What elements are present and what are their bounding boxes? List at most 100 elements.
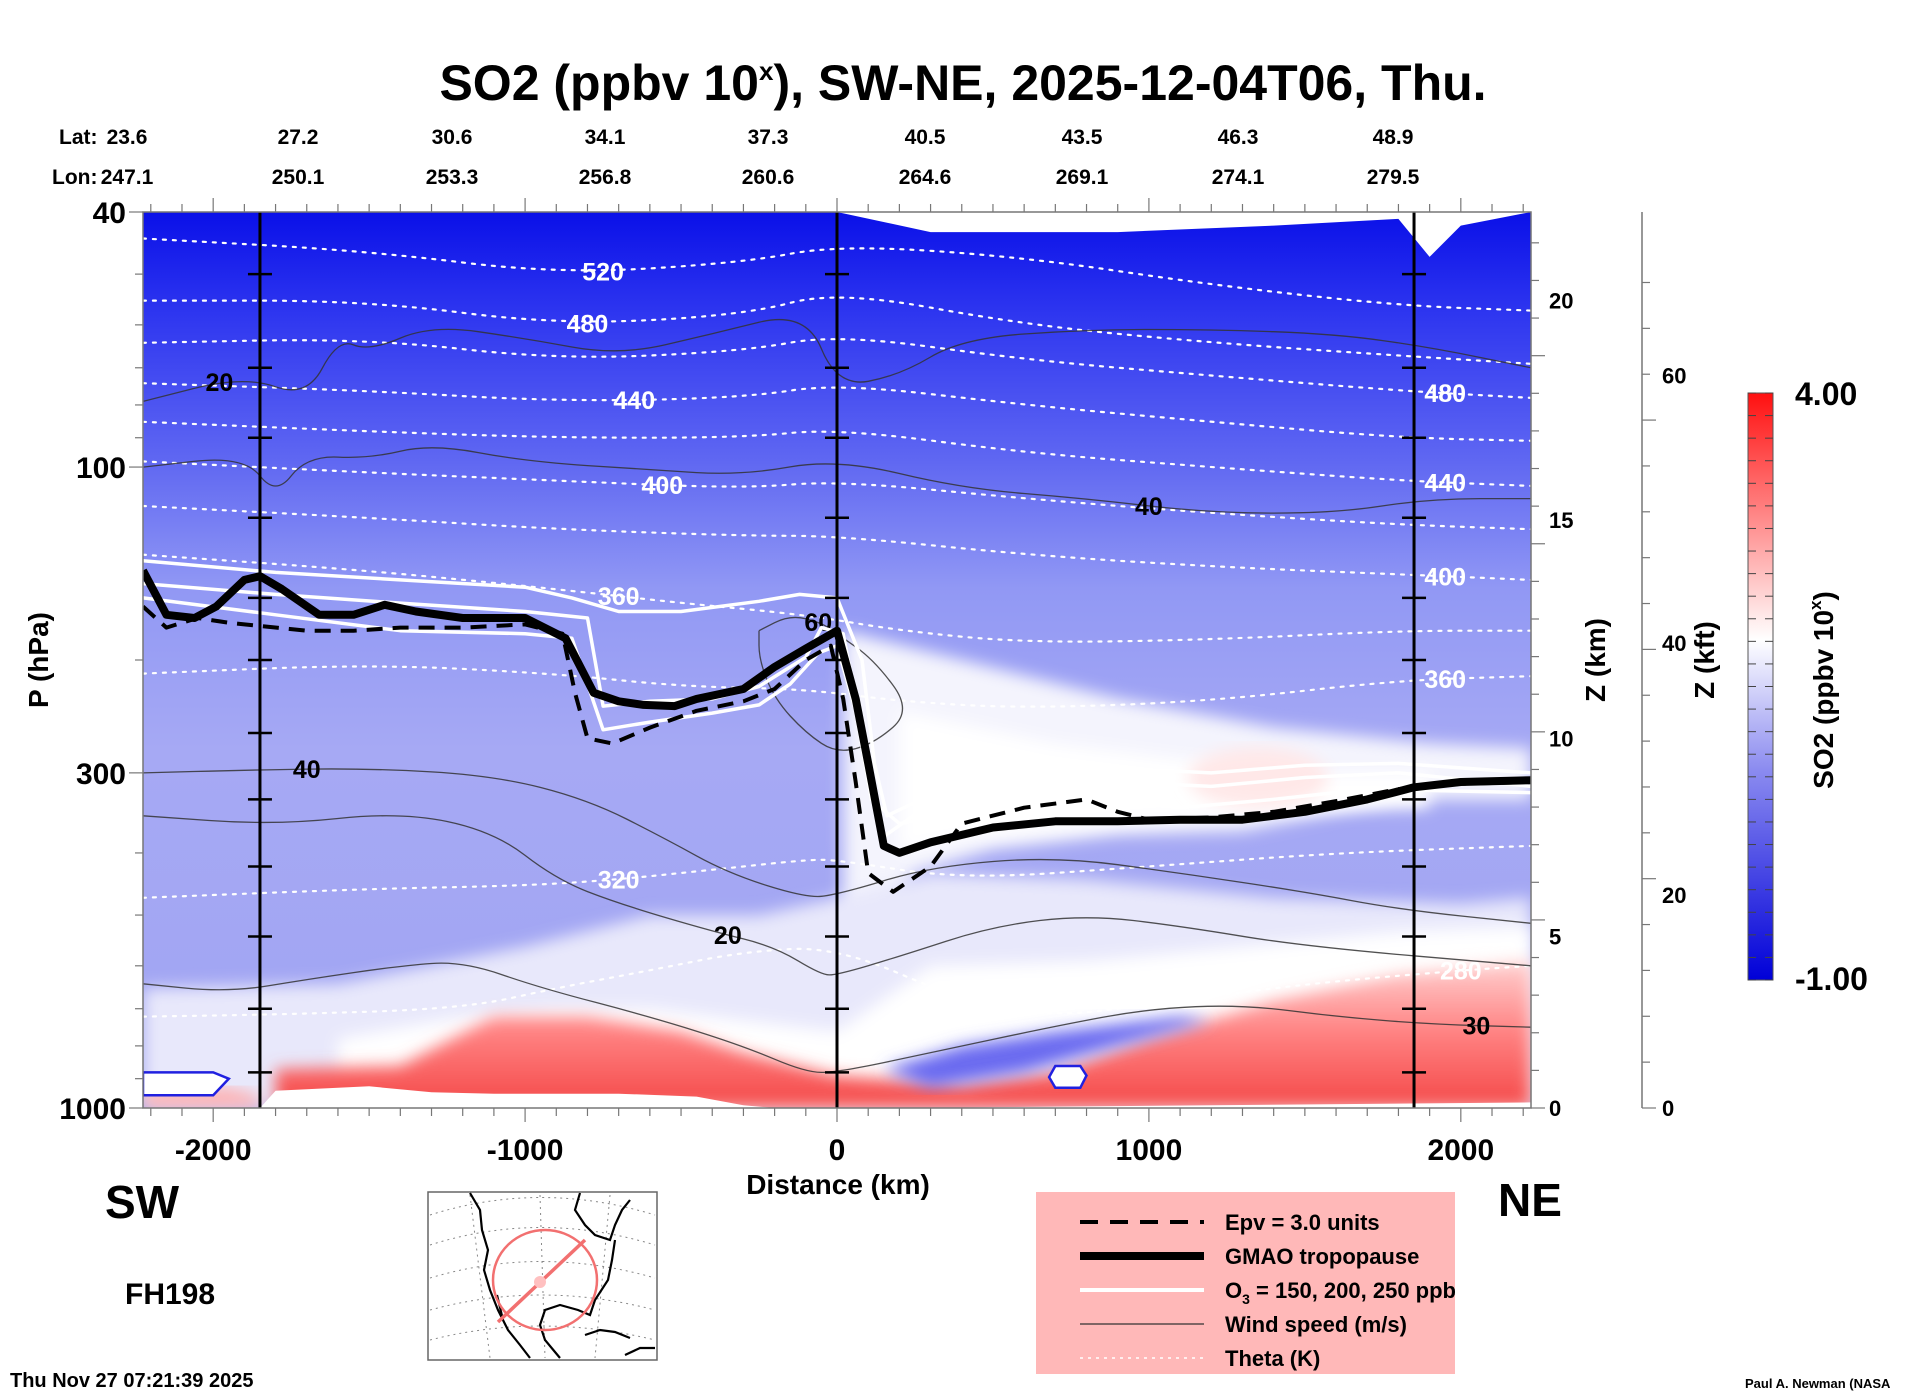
legend-label: GMAO tropopause xyxy=(1225,1244,1419,1269)
x-tick-label: 2000 xyxy=(1427,1134,1494,1167)
station-lat: 34.1 xyxy=(585,126,626,149)
station-lon: 250.1 xyxy=(272,166,325,189)
theta-label: 280 xyxy=(1440,957,1482,985)
map-graticule xyxy=(429,1194,656,1359)
theta-label: 320 xyxy=(598,866,640,894)
tropopause-path xyxy=(143,568,1531,857)
top-missing-strip xyxy=(837,212,1531,257)
station-lon: 279.5 xyxy=(1367,166,1420,189)
station-lat: 23.6 xyxy=(107,126,148,149)
map-center-star-icon xyxy=(534,1276,546,1288)
x-axis-label: Distance (km) xyxy=(746,1169,930,1200)
wind-speed-contour xyxy=(143,768,1531,924)
wind-speed-contour xyxy=(143,447,1531,514)
forecast-hour: FH198 xyxy=(125,1278,215,1311)
colorbar-max-label: 4.00 xyxy=(1795,376,1857,412)
colorbar: 4.00 -1.00 SO2 (ppbv 10x) xyxy=(1747,376,1868,997)
station-lon: 269.1 xyxy=(1056,166,1109,189)
ozone-contour xyxy=(143,558,1531,818)
z-kft-tick-label: 40 xyxy=(1662,631,1686,656)
timestamp: Thu Nov 27 07:21:39 2025 xyxy=(10,1370,253,1392)
station-lon: 274.1 xyxy=(1212,166,1265,189)
theta-line xyxy=(143,420,1531,487)
so2-white-band xyxy=(899,710,1430,853)
station-lon: 264.6 xyxy=(899,166,952,189)
colorbar-title: SO2 (ppbv 10x) xyxy=(1806,591,1839,789)
theta-label: 480 xyxy=(567,310,609,338)
ozone-contour xyxy=(143,581,1531,841)
theta-line xyxy=(143,460,1531,531)
z-kft-tick-label: 60 xyxy=(1662,364,1686,389)
wind-speed-label: 30 xyxy=(1463,1013,1491,1041)
tropopause-line xyxy=(143,568,1531,857)
station-lat: 30.6 xyxy=(432,126,473,149)
wind-speed-label: 20 xyxy=(206,369,234,397)
station-lat: 48.9 xyxy=(1373,126,1414,149)
wind-speed-contour xyxy=(143,962,1531,1074)
legend-label: O3 = 150, 200, 250 ppb xyxy=(1225,1278,1456,1307)
legend-label: Epv = 3.0 units xyxy=(1225,1210,1380,1235)
theta-label: 400 xyxy=(1424,563,1466,591)
theta-label: 440 xyxy=(613,387,655,415)
z-kft-axis-label: Z (kft) xyxy=(1689,621,1720,699)
station-lat: 40.5 xyxy=(905,126,946,149)
z-kft-tick-label: 0 xyxy=(1662,1096,1674,1121)
z-km-tick-label: 20 xyxy=(1549,289,1573,314)
station-lat: 46.3 xyxy=(1218,126,1259,149)
theta-line xyxy=(143,553,1531,643)
wind-speed-label: 40 xyxy=(293,756,321,784)
y-tick-label: 1000 xyxy=(59,1093,126,1126)
theta-line xyxy=(143,338,1531,399)
z-kft-tick-label: 20 xyxy=(1662,883,1686,908)
station-lat: 27.2 xyxy=(278,126,319,149)
legend-label: Theta (K) xyxy=(1225,1346,1320,1371)
so2-missing-patch-east xyxy=(1047,1064,1088,1090)
epv-contour-line xyxy=(143,605,1531,894)
wind-speed-contour xyxy=(758,616,904,751)
z-km-tick-label: 10 xyxy=(1549,726,1573,751)
legend-label: Wind speed (m/s) xyxy=(1225,1312,1407,1337)
theta-label: 440 xyxy=(1424,469,1466,497)
cross-section-track xyxy=(491,1228,599,1332)
station-lon: 247.1 xyxy=(101,166,154,189)
theta-label: 360 xyxy=(1424,666,1466,694)
theta-line xyxy=(143,382,1531,442)
station-lon: 260.6 xyxy=(742,166,795,189)
theta-line xyxy=(143,844,1531,899)
theta-line xyxy=(143,237,1531,312)
theta-label: 520 xyxy=(582,258,624,286)
z-km-tick-label: 0 xyxy=(1549,1096,1561,1121)
station-lon: 253.3 xyxy=(426,166,479,189)
z-km-tick-label: 15 xyxy=(1549,508,1573,533)
theta-line xyxy=(143,504,1531,581)
direction-ne: NE xyxy=(1498,1174,1562,1226)
x-tick-label: -2000 xyxy=(175,1134,252,1167)
theta-line xyxy=(143,947,1531,1018)
so2-pink-patch xyxy=(1188,747,1329,808)
theta-label: 400 xyxy=(641,472,683,500)
x-tick-label: -1000 xyxy=(487,1134,564,1167)
wind-speed-label: 40 xyxy=(1135,493,1163,521)
theta-line xyxy=(143,296,1531,365)
colorbar-ticks xyxy=(1748,392,1773,981)
y-tick-label: 40 xyxy=(93,197,126,230)
y-tick-label: 100 xyxy=(76,452,126,485)
station-lat: 37.3 xyxy=(748,126,789,149)
station-lat: 43.5 xyxy=(1062,126,1103,149)
so2-red-boundary-layer xyxy=(275,961,1531,1108)
chart-title: SO2 (ppbv 10x), SW-NE, 2025-12-04T06, Th… xyxy=(439,55,1486,111)
so2-missing-patch-left xyxy=(143,1071,231,1097)
vertical-markers xyxy=(247,212,1427,1108)
axes: -2000 -1000 0 1000 2000 40 100 300 1000 0 5 10 15 20 0… xyxy=(59,197,1686,1167)
theta-label: 480 xyxy=(1424,380,1466,408)
y-tick-label: 300 xyxy=(76,758,126,791)
credit: Paul A. Newman (NASA xyxy=(1745,1376,1891,1391)
map-range-circle xyxy=(491,1228,599,1332)
x-tick-label: 1000 xyxy=(1116,1134,1183,1167)
wind-speed-contour xyxy=(143,318,1531,403)
station-lon: 256.8 xyxy=(579,166,632,189)
inset-map xyxy=(427,1191,658,1361)
direction-sw: SW xyxy=(105,1176,180,1228)
